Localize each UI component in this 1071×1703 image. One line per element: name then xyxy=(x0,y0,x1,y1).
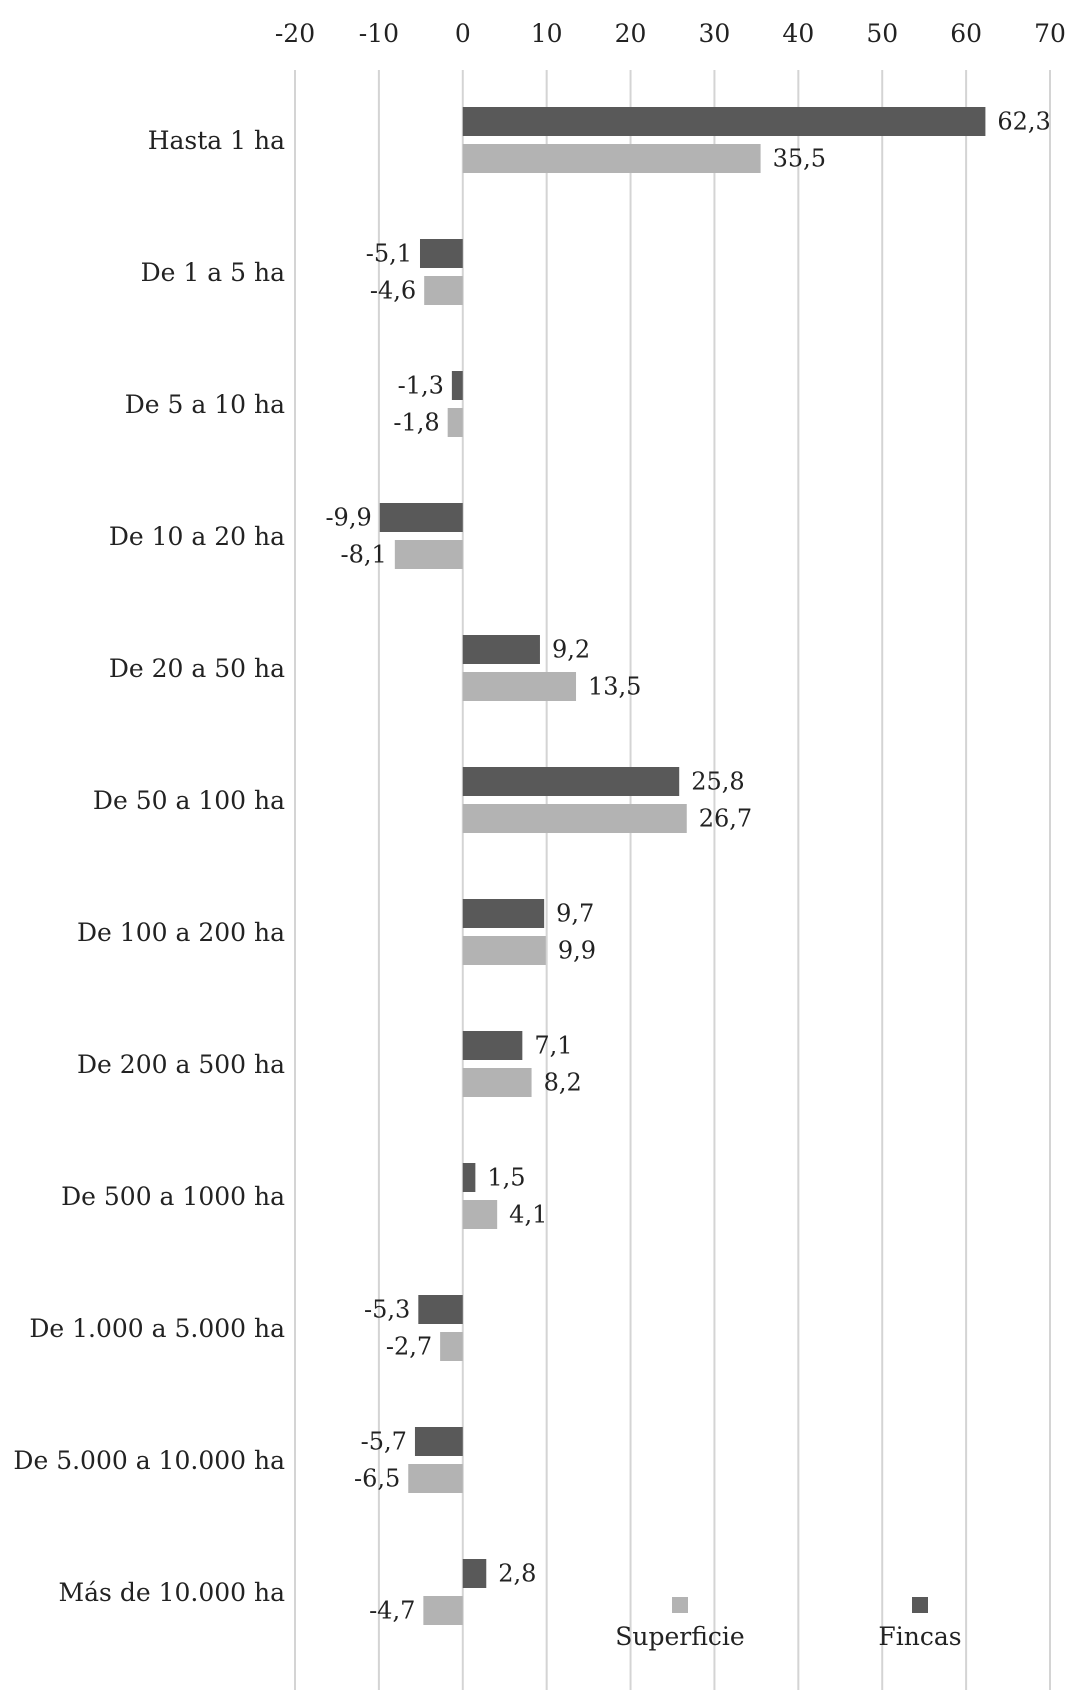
bar-superficie xyxy=(462,936,546,965)
bar-superficie xyxy=(462,1200,498,1229)
bar-fincas xyxy=(462,899,545,928)
bar-superficie xyxy=(440,1332,463,1361)
data-label-fincas: -1,3 xyxy=(398,372,444,400)
bar-fincas xyxy=(419,239,463,268)
bar-fincas xyxy=(451,371,463,400)
category-labels: Hasta 1 ha De 1 a 5 ha De 5 a 10 ha De 10 a… xyxy=(13,126,285,1607)
data-label-superficie: 35,5 xyxy=(773,145,826,173)
bar-superficie xyxy=(462,144,761,173)
x-tick-label: -20 xyxy=(275,19,315,48)
category-label: De 500 a 1000 ha xyxy=(61,1182,285,1211)
legend-label-fincas: Fincas xyxy=(878,1622,961,1651)
data-label-superficie: 13,5 xyxy=(588,673,641,701)
data-label-superficie: 26,7 xyxy=(699,805,752,833)
bar-fincas xyxy=(462,1163,476,1192)
data-label-fincas: -5,3 xyxy=(364,1296,410,1324)
data-label-superficie: -4,6 xyxy=(370,277,416,305)
bar-superficie xyxy=(408,1464,463,1493)
category-label: De 5 a 10 ha xyxy=(125,390,285,419)
bars xyxy=(379,107,986,1625)
bar-superficie xyxy=(394,540,463,569)
bar-superficie xyxy=(423,1596,463,1625)
data-label-fincas: 62,3 xyxy=(997,108,1050,136)
bar-fincas xyxy=(414,1427,463,1456)
x-tick-label: -10 xyxy=(359,19,399,48)
bar-fincas xyxy=(462,107,986,136)
x-tick-label: 40 xyxy=(782,19,814,48)
data-label-superficie: -2,7 xyxy=(386,1333,432,1361)
gridlines xyxy=(294,70,1051,1690)
x-tick-label: 0 xyxy=(455,19,471,48)
category-label: De 20 a 50 ha xyxy=(109,654,285,683)
category-label: De 10 a 20 ha xyxy=(109,522,285,551)
data-label-superficie: 9,9 xyxy=(558,937,596,965)
data-label-fincas: 1,5 xyxy=(487,1164,525,1192)
bar-fincas xyxy=(462,1559,487,1588)
data-label-superficie: 4,1 xyxy=(509,1201,547,1229)
bar-superficie xyxy=(462,672,577,701)
legend-swatch-superficie xyxy=(672,1597,688,1613)
category-label: De 50 a 100 ha xyxy=(93,786,285,815)
bar-superficie xyxy=(424,276,463,305)
data-labels: 62,3 35,5 -5,1 -4,6 -1,3 -1,8 -9,9 -8,1 9,2 13,5 2… xyxy=(325,108,1050,1625)
category-label: De 100 a 200 ha xyxy=(77,918,285,947)
bar-superficie xyxy=(462,804,687,833)
data-label-superficie: 8,2 xyxy=(544,1069,582,1097)
category-label: De 1.000 a 5.000 ha xyxy=(29,1314,285,1343)
data-label-fincas: -5,7 xyxy=(361,1428,407,1456)
data-label-fincas: -9,9 xyxy=(325,504,371,532)
data-label-fincas: 9,7 xyxy=(556,900,594,928)
bar-superficie xyxy=(462,1068,532,1097)
data-label-superficie: -4,7 xyxy=(369,1597,415,1625)
category-label: De 5.000 a 10.000 ha xyxy=(13,1446,285,1475)
legend: Superficie Fincas xyxy=(615,1597,962,1651)
x-tick-label: 10 xyxy=(531,19,563,48)
category-label: De 200 a 500 ha xyxy=(77,1050,285,1079)
category-label: Hasta 1 ha xyxy=(148,126,285,155)
x-axis-ticks: -20 -10 0 10 20 30 40 50 60 70 xyxy=(275,19,1066,48)
x-tick-label: 50 xyxy=(866,19,898,48)
x-tick-label: 60 xyxy=(950,19,982,48)
data-label-superficie: -1,8 xyxy=(393,409,439,437)
x-tick-label: 20 xyxy=(615,19,647,48)
bar-fincas xyxy=(462,635,540,664)
category-label: De 1 a 5 ha xyxy=(141,258,285,287)
category-label: Más de 10.000 ha xyxy=(59,1578,286,1607)
bar-superficie xyxy=(447,408,463,437)
data-label-superficie: -6,5 xyxy=(354,1465,400,1493)
data-label-superficie: -8,1 xyxy=(341,541,387,569)
x-tick-label: 30 xyxy=(699,19,731,48)
x-tick-label: 70 xyxy=(1034,19,1066,48)
bar-fincas xyxy=(418,1295,463,1324)
legend-swatch-fincas xyxy=(912,1597,928,1613)
data-label-fincas: 2,8 xyxy=(498,1560,536,1588)
legend-label-superficie: Superficie xyxy=(615,1622,744,1651)
data-label-fincas: -5,1 xyxy=(366,240,412,268)
bar-fincas xyxy=(462,767,680,796)
data-label-fincas: 9,2 xyxy=(552,636,590,664)
bar-fincas xyxy=(379,503,463,532)
data-label-fincas: 25,8 xyxy=(691,768,744,796)
bar-fincas xyxy=(462,1031,523,1060)
data-label-fincas: 7,1 xyxy=(534,1032,572,1060)
